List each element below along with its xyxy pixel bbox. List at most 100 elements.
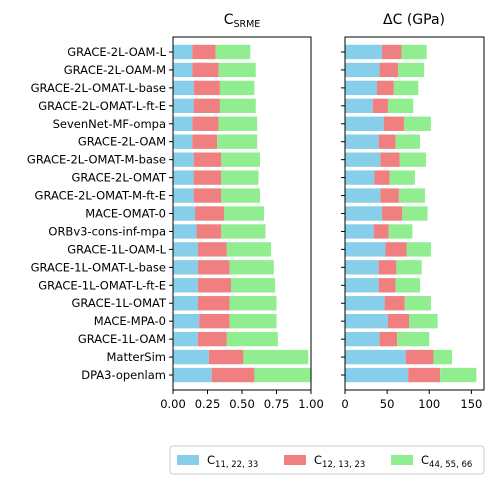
bar-segment [197, 242, 227, 257]
bar-segment [379, 331, 398, 347]
bar-segment [397, 331, 430, 347]
bar-segment [395, 134, 420, 149]
bar-segment [173, 188, 194, 203]
panel-csrme: CSRME GRACE-2L-OAM-LGRACE-2L-OAM-MGRACE-… [27, 12, 345, 411]
legend-label: C44, 55, 66 [421, 453, 472, 470]
bar-segment [345, 260, 379, 275]
bar-segment [399, 152, 426, 167]
category-label: GRACE-2L-OMAT-M-ft-E [35, 189, 166, 203]
x-tick-label: 0.50 [229, 397, 255, 411]
bar-segment [229, 314, 277, 329]
bar-segment [192, 44, 216, 60]
x-tick-label: 0.75 [264, 397, 290, 411]
bar-segment [193, 170, 222, 185]
bar-segment [173, 134, 193, 149]
category-label: GRACE-1L-OAM-L [67, 242, 166, 256]
bar-segment [385, 242, 407, 257]
category-label: GRACE-1L-OAM [78, 332, 166, 346]
bar-segment [345, 188, 381, 203]
category-label: MatterSim [107, 350, 167, 364]
bar-segment [173, 331, 198, 347]
x-tick-label: 0.25 [195, 397, 221, 411]
bar-segment [173, 224, 197, 239]
bar-segment [345, 98, 373, 113]
bar-segment [345, 44, 383, 60]
bar-segment [226, 242, 271, 257]
bar-segment [197, 296, 230, 311]
bar-segment [173, 242, 198, 257]
bar-segment [345, 62, 380, 78]
bar-segment [192, 116, 219, 131]
bar-segment [345, 296, 385, 311]
bar-segment [402, 206, 428, 221]
category-label: GRACE-2L-OMAT [71, 171, 166, 185]
bar-segment [345, 278, 379, 293]
bar-segment [382, 206, 403, 221]
axes-frame-delta-c [344, 36, 485, 391]
bar-segment [173, 152, 194, 167]
bar-segment [433, 349, 452, 365]
bar-segment [173, 80, 194, 96]
bar-segment [195, 206, 225, 221]
legend-label: C12, 13, 23 [314, 453, 365, 470]
category-label: GRACE-2L-OMAT-L-base [31, 81, 166, 95]
bar-segment [192, 134, 218, 149]
bar-segment [173, 367, 212, 383]
bar-segment [193, 98, 220, 113]
bar-segment [373, 224, 389, 239]
category-label: GRACE-2L-OAM-L [67, 45, 166, 59]
bar-segment [221, 224, 266, 239]
bar-segment [378, 278, 396, 293]
bar-segment [345, 242, 386, 257]
bar-segment [401, 44, 427, 60]
bar-segment [396, 260, 422, 275]
bar-segment [384, 296, 405, 311]
bar-segment [380, 188, 399, 203]
category-label: MACE-MPA-0 [94, 314, 166, 328]
panel-title-csrme: CSRME [224, 12, 261, 30]
bar-segment [197, 278, 231, 293]
bar-segment [345, 331, 380, 347]
bar-segment [387, 314, 410, 329]
bars-csrme [173, 44, 311, 383]
x-axis-delta-c: 0 50 100 150 [341, 390, 482, 411]
bar-segment [219, 98, 256, 113]
x-axis-csrme: 0.00 0.25 0.50 0.75 1.00 [160, 390, 324, 411]
bar-segment [345, 206, 383, 221]
bar-segment [398, 62, 425, 78]
bar-segment [345, 314, 388, 329]
bar-segment [409, 314, 438, 329]
bar-segment [197, 331, 227, 347]
category-label: GRACE-2L-OAM [78, 135, 166, 149]
category-label: ORBv3-cons-inf-mpa [48, 224, 166, 238]
bar-segment [404, 296, 431, 311]
bar-segment [382, 44, 402, 60]
bar-segment [221, 152, 260, 167]
x-tick-label: 0.00 [160, 397, 186, 411]
bar-segment [405, 349, 434, 365]
bar-segment [243, 349, 309, 365]
bar-segment [193, 188, 222, 203]
bar-segment [393, 80, 419, 96]
bar-segment [173, 44, 193, 60]
bar-segment [218, 116, 258, 131]
bar-segment [193, 80, 220, 96]
bar-segment [199, 314, 230, 329]
bar-segment [221, 188, 260, 203]
panel-title-delta-c: ΔC (GPa) [383, 12, 445, 28]
bar-segment [229, 260, 274, 275]
category-label: DPA3-openlam [81, 368, 166, 382]
bar-segment [230, 278, 276, 293]
bar-segment [173, 170, 194, 185]
category-labels: GRACE-2L-OAM-L GRACE-2L-OAM-M GRACE-2L-OMA… [27, 45, 345, 382]
bar-segment [345, 152, 381, 167]
bar-segment [440, 367, 477, 383]
bar-segment [374, 170, 390, 185]
legend-swatch [391, 455, 413, 465]
category-label: GRACE-1L-OMAT-L-ft-E [38, 278, 166, 292]
category-label: GRACE-1L-OMAT-L-base [31, 260, 166, 274]
x-tick-label: 100 [418, 397, 440, 411]
bar-segment [383, 116, 404, 131]
bar-segment [218, 62, 256, 78]
